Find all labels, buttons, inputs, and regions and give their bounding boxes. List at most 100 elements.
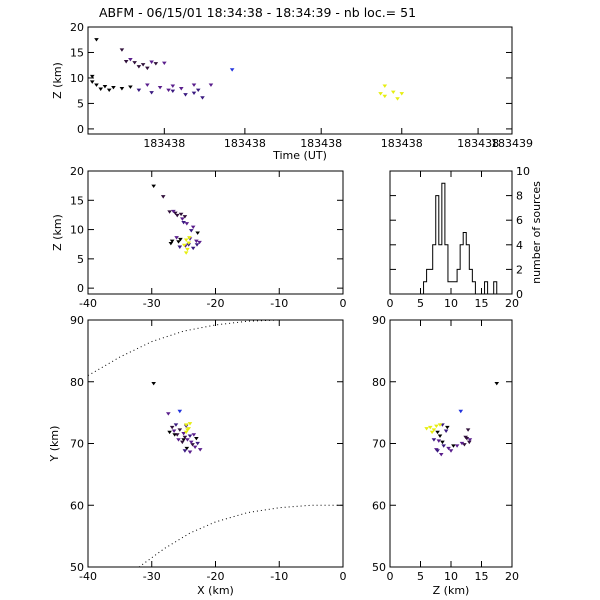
- time-height-point: [140, 63, 146, 67]
- z-histogram-xtick-label: 5: [417, 297, 424, 310]
- time-height-point: [378, 92, 383, 96]
- time-height-xtick-label: 183438: [224, 137, 266, 150]
- x-y-point: [190, 443, 195, 447]
- x-z-ylabel: Z (km): [51, 214, 64, 251]
- z-y-point: [446, 446, 451, 451]
- x-z-point: [180, 217, 185, 221]
- time-height-point: [106, 88, 112, 92]
- time-height-point: [119, 48, 125, 52]
- x-y-point: [174, 433, 180, 437]
- x-y-point: [151, 382, 156, 386]
- x-y-xlabel: X (km): [197, 584, 234, 597]
- figure-title: ABFM - 06/15/01 18:34:38 - 18:34:39 - nb…: [99, 5, 416, 20]
- x-y-point: [171, 429, 177, 433]
- time-height-point: [390, 90, 396, 95]
- z-y-ytick-label: 60: [372, 499, 386, 512]
- time-height-point: [399, 92, 405, 96]
- x-z-point: [186, 241, 192, 245]
- z-y-point: [435, 449, 440, 453]
- x-z-point: [186, 243, 192, 247]
- time-height-ytick-label: 15: [70, 46, 84, 59]
- x-z-point: [195, 231, 200, 235]
- time-height-point: [89, 80, 95, 84]
- z-y-point: [436, 439, 442, 443]
- x-y-point: [183, 423, 189, 427]
- z-y-point: [445, 425, 450, 430]
- x-y-ytick-label: 60: [70, 499, 84, 512]
- time-height-ytick-label: 10: [70, 72, 84, 85]
- charts-group: 183438 183438 183438 183438 1834381834390510…: [48, 21, 543, 597]
- x-z-point: [183, 238, 189, 242]
- time-height-xlabel: Time (UT): [272, 149, 327, 162]
- time-height-point: [195, 88, 201, 92]
- z-y-point: [467, 438, 473, 442]
- z-histogram-ytick-label: 2: [516, 263, 523, 276]
- z-histogram-ytick-label: 6: [516, 214, 523, 227]
- x-y-ytick-label: 90: [70, 314, 84, 327]
- x-y-point: [194, 436, 199, 441]
- x-y-boundary-arc: [87, 319, 280, 377]
- x-y-point: [167, 430, 172, 435]
- z-y-frame: [389, 319, 513, 568]
- z-histogram-xtick-label: 15: [475, 297, 489, 310]
- x-z-ytick-label: 15: [70, 194, 84, 207]
- x-z-point: [194, 243, 200, 247]
- x-y-point: [169, 425, 175, 430]
- time-height-point: [191, 91, 197, 96]
- z-y-point: [441, 444, 446, 448]
- time-height-point: [382, 84, 388, 88]
- z-y-point: [443, 429, 449, 433]
- time-height-ylabel: Z (km): [51, 62, 64, 99]
- z-y-point: [465, 428, 471, 432]
- z-histogram-ytick-label: 0: [516, 288, 523, 301]
- z-y-xlabel: Z (km): [433, 584, 470, 597]
- x-z-point: [183, 251, 189, 255]
- x-y-point: [166, 412, 171, 416]
- x-y-point: [176, 438, 181, 442]
- x-y-point: [181, 432, 186, 436]
- x-y-point: [192, 445, 198, 450]
- z-histogram-xtick-label: 0: [387, 297, 394, 310]
- z-histogram-bars: [390, 182, 512, 295]
- x-z-point: [188, 229, 194, 233]
- x-z-point: [190, 246, 196, 251]
- time-height-point: [170, 84, 176, 88]
- z-y-xtick-label: 0: [387, 570, 394, 583]
- x-y-point: [185, 428, 190, 432]
- z-y-point: [431, 438, 437, 442]
- z-y-panel: 0 5 10 15 20 50 60 70 80 90 Z (km): [372, 314, 519, 597]
- x-y-point: [182, 449, 188, 453]
- z-histogram-frame: [389, 170, 513, 295]
- time-height-frame: [87, 26, 513, 135]
- z-y-point: [463, 435, 468, 440]
- x-z-point: [184, 222, 190, 226]
- x-y-xtick-label: -40: [79, 570, 97, 583]
- x-z-point: [197, 240, 202, 245]
- x-z-point: [171, 209, 176, 214]
- time-height-point: [149, 91, 154, 95]
- z-histogram-xtick-label: 20: [505, 297, 519, 310]
- time-height-point: [178, 87, 184, 91]
- x-z-point: [178, 237, 183, 242]
- time-height-point: [136, 65, 142, 69]
- z-y-xtick-label: 10: [444, 570, 458, 583]
- x-z-point: [177, 245, 183, 249]
- x-y-point: [173, 423, 179, 427]
- z-histogram-ytick-label: 10: [516, 165, 530, 178]
- time-height-xtick-label: 183438: [143, 137, 185, 150]
- z-histogram-ylabel: number of sources: [530, 181, 543, 284]
- x-z-point: [178, 212, 184, 217]
- time-height-point: [119, 87, 125, 91]
- time-height-point: [208, 83, 214, 87]
- x-y-ytick-label: 70: [70, 438, 84, 451]
- time-height-point: [382, 94, 388, 99]
- x-y-point: [182, 435, 188, 440]
- x-z-frame: [87, 170, 344, 295]
- z-y-point: [458, 409, 464, 414]
- z-y-point: [459, 441, 465, 446]
- x-y-point: [187, 434, 193, 438]
- x-z-point: [182, 215, 188, 219]
- z-y-point: [448, 449, 454, 453]
- z-histogram-ytick-label: 4: [516, 239, 523, 252]
- x-z-point: [181, 220, 186, 225]
